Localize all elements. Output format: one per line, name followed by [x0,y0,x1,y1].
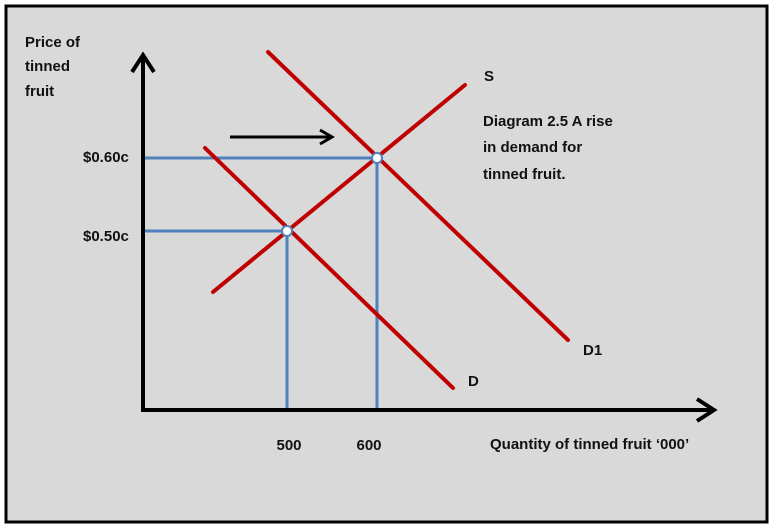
caption: tinned fruit. [483,166,566,183]
x-tick-label: 500 [276,437,301,454]
equilibrium-point [281,225,293,237]
x-axis-arrowhead [695,397,718,423]
x-tick-label: 600 [356,437,381,454]
curve-label: S [484,68,494,85]
curve-label: D [468,373,479,390]
y-tick-label: $0.50c [83,228,129,245]
x-axis-label: Quantity of tinned fruit ‘000’ [490,436,689,453]
y-axis-arrowhead [130,51,156,74]
shift-arrowhead [319,128,335,146]
y-axis-label: tinned [25,58,70,75]
supply-curve [211,83,467,294]
demand-curve-d [203,146,455,390]
caption: Diagram 2.5 A rise [483,113,613,130]
caption: in demand for [483,139,582,156]
y-axis-label: Price of [25,34,81,51]
y-tick-label: $0.60c [83,149,129,166]
equilibrium-point [371,152,383,164]
y-axis-label: fruit [25,83,54,100]
frame [4,4,769,524]
curve-label: D1 [583,342,602,359]
demand-curve-d1 [266,50,570,342]
